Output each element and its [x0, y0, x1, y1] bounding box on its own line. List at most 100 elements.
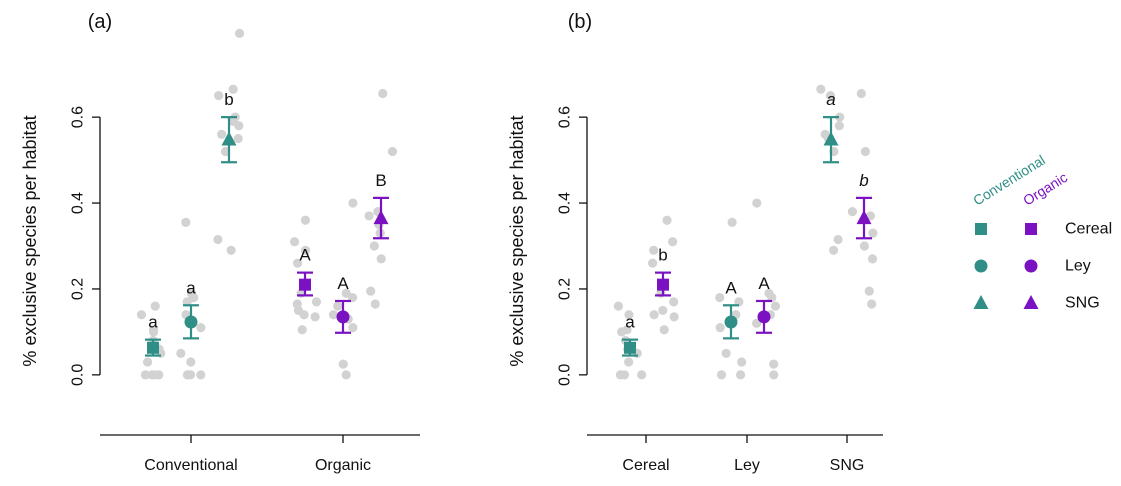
series-conventional-sng: a: [816, 84, 845, 255]
raw-data-point: [856, 88, 866, 99]
raw-data-point: [176, 348, 186, 358]
raw-data-point: [734, 297, 744, 307]
raw-data-point: [292, 299, 302, 309]
significance-letter: a: [186, 278, 196, 297]
raw-data-point: [868, 228, 878, 238]
chart-panel-b: (b) 0.0 0.2 0.4 0.6 % exclusive species per h…: [507, 11, 883, 474]
raw-data-point: [715, 292, 725, 303]
raw-data-point: [735, 370, 746, 380]
legend-marker-conventional: [974, 259, 988, 273]
y-axis-label: % exclusive species per habitat: [507, 115, 527, 366]
series-conventional-ley: a: [176, 217, 206, 380]
legend-marker-organic: [1024, 259, 1038, 273]
raw-data-point: [226, 245, 236, 255]
raw-data-point: [615, 370, 626, 380]
raw-data-point: [217, 129, 227, 139]
y-tick-label: 0.0: [557, 364, 574, 386]
raw-data-point: [669, 312, 679, 322]
significance-letter: a: [826, 90, 835, 109]
raw-data-point: [864, 286, 874, 296]
series-organic-sng: b: [847, 88, 878, 309]
mean-marker: [657, 278, 669, 291]
raw-data-point: [770, 301, 781, 311]
raw-data-point: [186, 357, 196, 367]
raw-data-point: [181, 217, 191, 227]
mean-marker: [724, 315, 738, 329]
raw-data-point: [624, 310, 634, 320]
raw-data-point: [147, 370, 157, 380]
raw-data-point: [769, 359, 779, 369]
raw-data-point: [338, 359, 348, 369]
mean-marker: [856, 210, 872, 225]
significance-letter: A: [725, 278, 737, 297]
raw-data-point: [820, 129, 830, 139]
y-axis-label: % exclusive species per habitat: [20, 115, 40, 366]
raw-data-point: [136, 310, 147, 320]
raw-data-point: [769, 370, 779, 380]
raw-data-point: [369, 241, 379, 251]
raw-data-point: [751, 318, 762, 328]
raw-data-point: [370, 299, 380, 309]
raw-data-point: [333, 301, 343, 311]
raw-data-point: [816, 84, 826, 94]
raw-data-point: [387, 146, 398, 157]
raw-data-point: [234, 28, 245, 38]
raw-data-point: [867, 299, 877, 309]
significance-letter: b: [224, 90, 233, 109]
raw-data-point: [649, 310, 659, 320]
mean-marker: [624, 341, 636, 354]
mean-marker: [184, 315, 198, 329]
panel-label: (a): [88, 11, 112, 33]
significance-letter: b: [658, 246, 667, 265]
raw-data-point: [142, 357, 153, 367]
raw-data-point: [292, 258, 303, 268]
raw-data-point: [220, 146, 231, 157]
raw-data-point: [310, 312, 320, 322]
significance-letter: A: [758, 274, 770, 293]
raw-data-point: [300, 215, 311, 225]
raw-data-point: [378, 88, 388, 99]
series-conventional-cereal: a: [136, 301, 166, 380]
raw-data-point: [624, 357, 634, 367]
series-organic-cereal: b: [648, 215, 679, 335]
raw-data-point: [834, 121, 844, 131]
legend-label: SNG: [1065, 295, 1100, 312]
raw-data-point: [214, 91, 224, 101]
series-conventional-ley: A: [715, 217, 747, 380]
raw-data-point: [196, 323, 206, 333]
raw-data-point: [752, 198, 762, 208]
x-tick-label: Organic: [315, 457, 371, 474]
raw-data-point: [348, 323, 358, 333]
raw-data-point: [828, 245, 839, 255]
raw-data-point: [764, 288, 774, 298]
raw-data-point: [835, 112, 845, 122]
mean-marker: [221, 131, 237, 146]
legend-marker-conventional: [973, 295, 989, 309]
raw-data-point: [662, 215, 672, 225]
series-organic-cereal: A: [289, 215, 322, 335]
raw-data-point: [348, 198, 358, 208]
raw-data-point: [833, 234, 843, 245]
y-tick-label: 0.4: [70, 192, 87, 214]
raw-data-point: [341, 288, 351, 298]
raw-data-point: [140, 370, 150, 380]
raw-data-point: [311, 297, 322, 307]
raw-data-point: [182, 370, 193, 380]
series-organic-ley: A: [328, 198, 358, 380]
panel-label: (b): [568, 11, 592, 33]
y-tick-label: 0.2: [557, 278, 574, 300]
raw-data-point: [659, 325, 669, 335]
significance-letter: a: [625, 313, 635, 332]
raw-data-point: [196, 370, 206, 380]
raw-data-point: [727, 217, 737, 227]
raw-data-point: [668, 237, 678, 247]
significance-letter: a: [148, 313, 158, 332]
x-tick-label: Conventional: [144, 457, 237, 474]
raw-data-point: [847, 207, 858, 217]
raw-data-point: [859, 241, 870, 251]
raw-data-point: [376, 254, 386, 264]
raw-data-point: [721, 348, 731, 358]
raw-data-point: [228, 84, 238, 94]
series-organic-sng: B: [364, 88, 398, 309]
